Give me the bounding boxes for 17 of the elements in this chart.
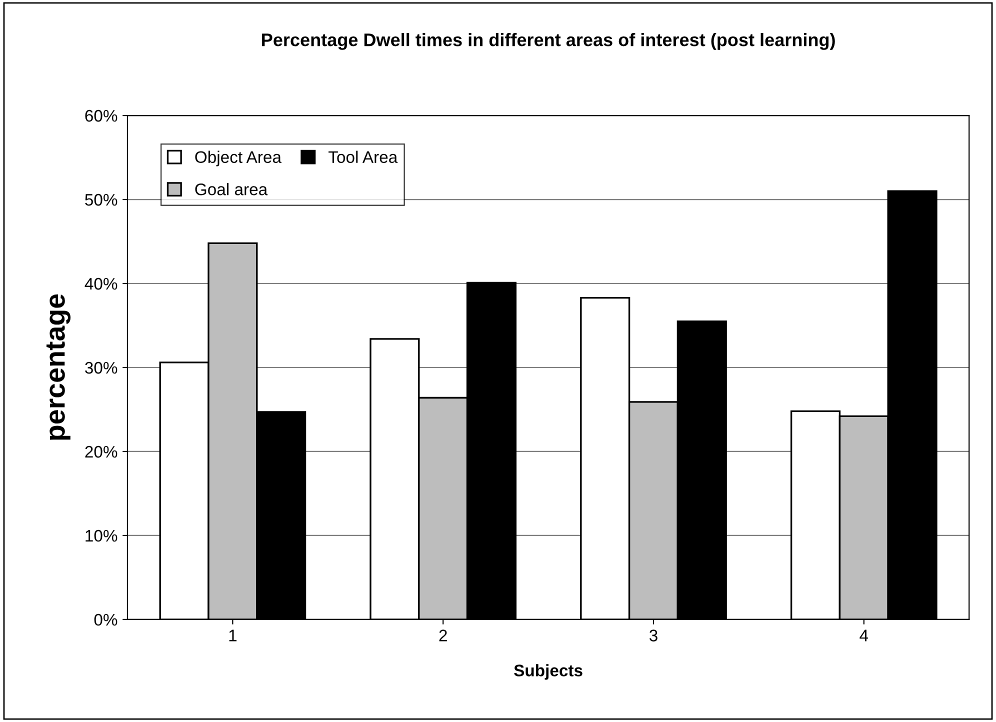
y-tick-label: 40% [84,278,118,290]
x-tick-label: 1 [229,630,237,642]
y-tick-label: 10% [86,530,118,542]
legend-label: Tool Area [328,150,398,164]
x-axis-title: Subjects [514,664,582,680]
x-tick-label: 4 [860,630,868,642]
y-tick-label: 50% [85,194,118,206]
y-tick-label: 30% [85,362,118,374]
y-tick-label: 20% [85,446,118,458]
y-tick-label: 60% [85,110,118,122]
x-tick-label: 2 [439,630,447,642]
chart-title: Percentage Dwell times in different areas of interest (post learning) [262,32,835,50]
y-axis-title: percentage [46,294,71,440]
legend-label: Object Area [195,150,282,166]
x-tick-label: 3 [650,630,658,642]
y-tick-label: 0% [94,614,118,626]
legend-label: Goal area [195,183,268,196]
